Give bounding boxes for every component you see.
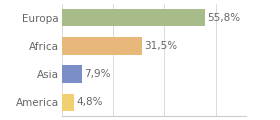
Text: 31,5%: 31,5% [144, 41, 178, 51]
Bar [62, 9, 205, 26]
Bar [62, 37, 143, 55]
Bar [62, 65, 82, 83]
Text: 55,8%: 55,8% [207, 13, 240, 23]
Bar [62, 94, 74, 111]
Text: 4,8%: 4,8% [76, 97, 102, 107]
Text: 7,9%: 7,9% [84, 69, 110, 79]
